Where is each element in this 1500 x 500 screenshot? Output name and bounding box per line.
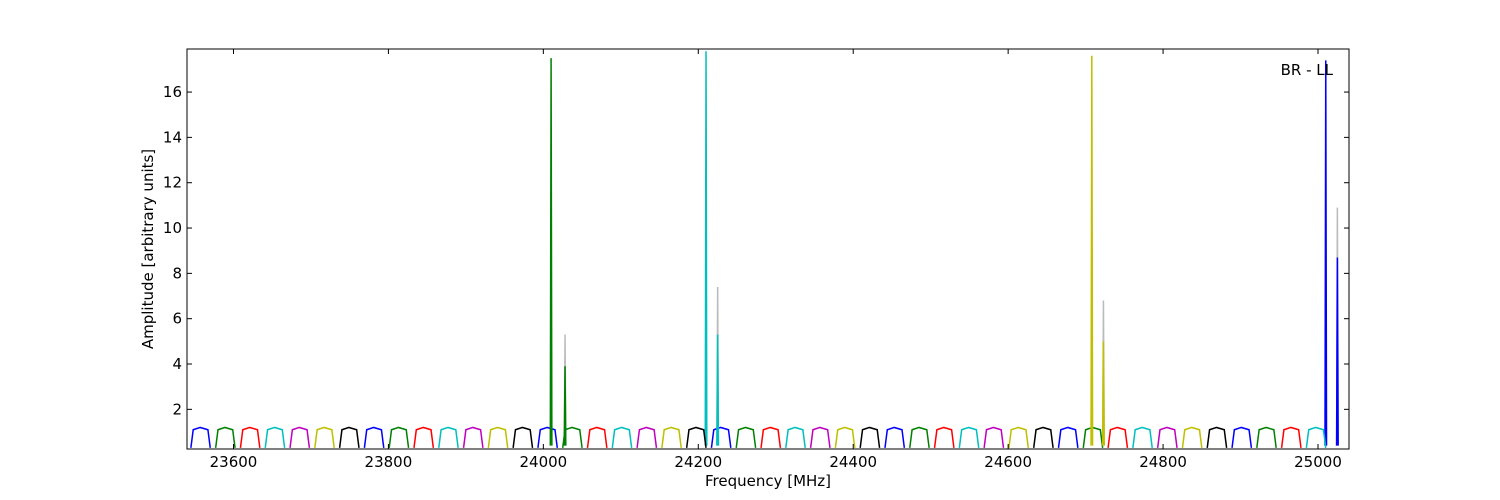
line-segment xyxy=(1090,55,1094,446)
x-tick-label: 23600 xyxy=(210,453,258,471)
y-tick-label: 14 xyxy=(163,128,182,146)
line-segment xyxy=(264,426,286,448)
line-segment xyxy=(716,334,720,446)
y-tick-label: 16 xyxy=(163,83,182,101)
line-segment xyxy=(933,426,955,448)
line-segment xyxy=(909,426,930,448)
x-tick-label: 24800 xyxy=(1139,453,1187,471)
line-segment xyxy=(661,426,682,448)
line-segment xyxy=(289,426,311,448)
line-segment xyxy=(735,426,757,448)
line-segment xyxy=(363,426,385,448)
y-tick-label: 6 xyxy=(172,310,182,328)
annotation: BR - LL xyxy=(1281,61,1334,79)
line-segment xyxy=(413,426,435,448)
line-segment xyxy=(1057,426,1079,448)
line-segment xyxy=(1206,426,1228,448)
line-segment xyxy=(1324,60,1328,446)
line-segment xyxy=(834,426,856,448)
y-tick-label: 2 xyxy=(172,400,182,418)
y-tick-label: 10 xyxy=(163,219,182,237)
line-segment xyxy=(190,426,211,448)
line-segment xyxy=(1101,341,1105,446)
line-segment xyxy=(859,426,881,448)
x-tick-label: 23800 xyxy=(365,453,413,471)
line-segment xyxy=(710,426,732,448)
line-segment xyxy=(785,426,806,448)
line-segment xyxy=(1008,426,1030,448)
y-tick-label: 12 xyxy=(163,174,182,192)
line-segment xyxy=(685,426,707,448)
y-axis-label: Amplitude [arbitrary units] xyxy=(139,149,157,349)
line-segment xyxy=(760,426,782,448)
line-segment xyxy=(214,426,236,448)
line-segment xyxy=(512,426,534,448)
line-segment xyxy=(1107,426,1129,448)
line-segment xyxy=(809,426,831,448)
line-segment xyxy=(1231,426,1253,448)
y-tick-label: 8 xyxy=(172,264,182,282)
line-segment xyxy=(636,426,658,448)
line-segment xyxy=(549,58,553,446)
line-segment xyxy=(611,426,633,448)
line-segment xyxy=(1305,426,1327,448)
line-segment xyxy=(1335,257,1339,446)
line-segment xyxy=(586,426,608,448)
line-segment xyxy=(487,426,509,448)
line-segment xyxy=(1156,426,1178,448)
line-segment xyxy=(1032,426,1054,448)
line-segment xyxy=(537,426,559,448)
x-tick-label: 25000 xyxy=(1294,453,1342,471)
line-segment xyxy=(958,426,980,448)
line-segment xyxy=(884,426,906,448)
line-segment xyxy=(983,426,1005,448)
x-tick-label: 24200 xyxy=(674,453,722,471)
line-segment xyxy=(314,426,335,448)
axes-frame xyxy=(186,48,1350,450)
plot-area xyxy=(190,51,1339,448)
line-segment xyxy=(462,426,484,448)
x-tick-label: 24400 xyxy=(829,453,877,471)
line-segment xyxy=(1181,426,1203,448)
x-tick-label: 24600 xyxy=(984,453,1032,471)
x-axis-label: Frequency [MHz] xyxy=(705,472,831,490)
line-segment xyxy=(388,426,410,448)
line-segment xyxy=(239,426,261,448)
x-tick-label: 24000 xyxy=(519,453,567,471)
y-tick-label: 4 xyxy=(172,355,182,373)
line-segment xyxy=(1132,426,1153,448)
line-segment xyxy=(1280,426,1302,448)
line-segment xyxy=(704,51,708,446)
line-segment xyxy=(1256,426,1277,448)
line-segment xyxy=(338,426,360,448)
line-segment xyxy=(563,366,567,446)
line-segment xyxy=(438,426,459,448)
